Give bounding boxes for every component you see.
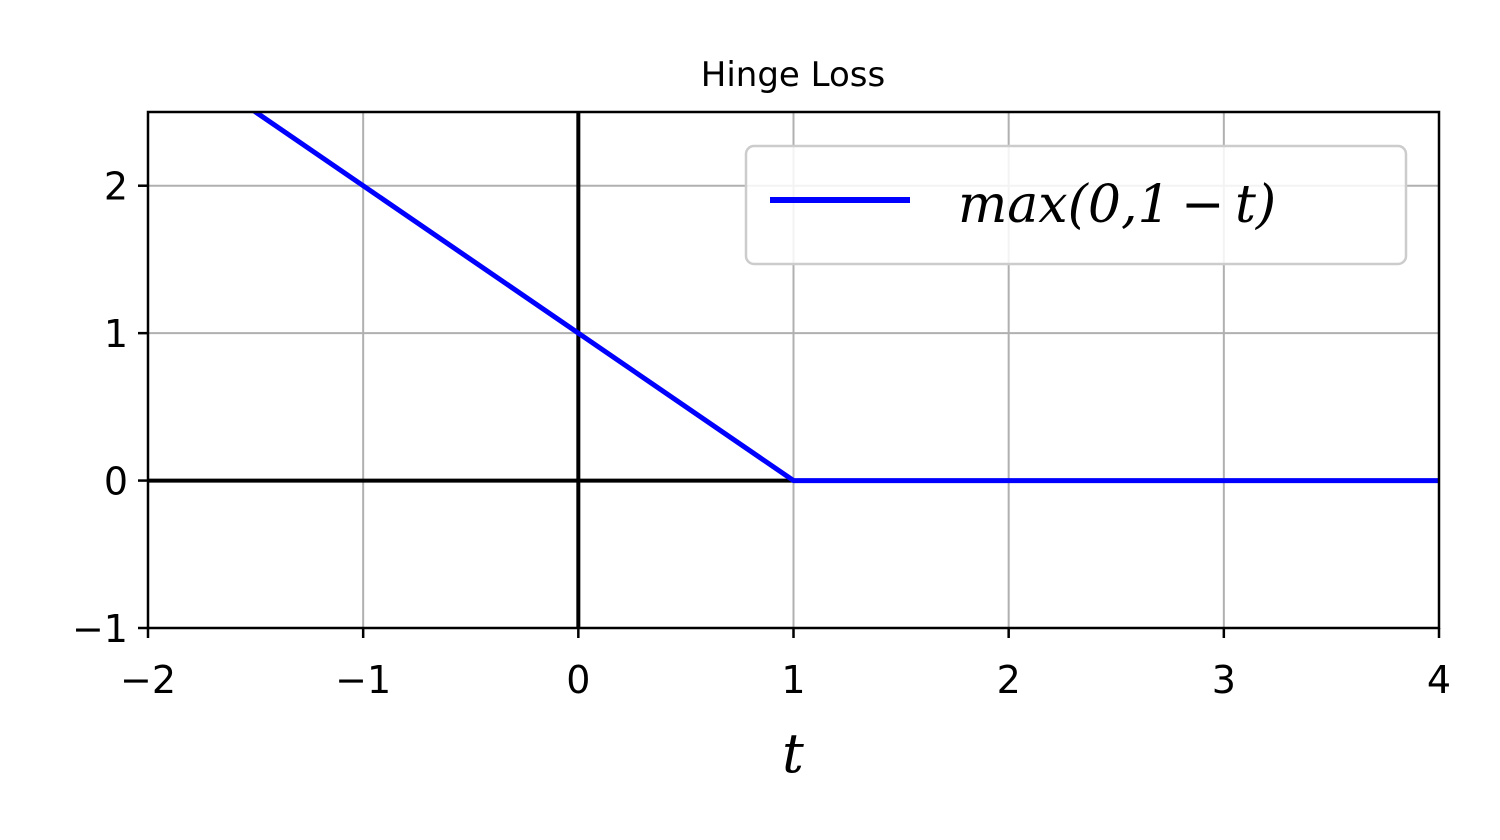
x-tick-label-0: −2 [120,658,176,702]
y-tick-label-3: 2 [104,165,128,209]
x-axis-label: t [782,722,804,785]
chart-title: Hinge Loss [701,55,885,95]
y-tick-label-0: −1 [72,607,128,651]
x-axis-ticks: −2 −1 0 1 2 3 4 [120,628,1451,702]
x-tick-label-4: 2 [997,658,1021,702]
y-tick-label-1: 0 [104,460,128,504]
legend: max(0,1 − t) [744,144,1408,266]
x-tick-label-5: 3 [1212,658,1236,702]
x-tick-label-3: 1 [781,658,805,702]
x-tick-label-6: 4 [1427,658,1451,702]
legend-box [744,144,1408,266]
y-tick-label-2: 1 [104,312,128,356]
y-axis-ticks: −1 0 1 2 [72,165,148,651]
legend-label: max(0,1 − t) [958,175,1276,235]
x-tick-label-2: 0 [566,658,590,702]
series-layer [251,112,1439,484]
series-line-0 [251,112,1439,484]
x-tick-label-1: −1 [335,658,391,702]
